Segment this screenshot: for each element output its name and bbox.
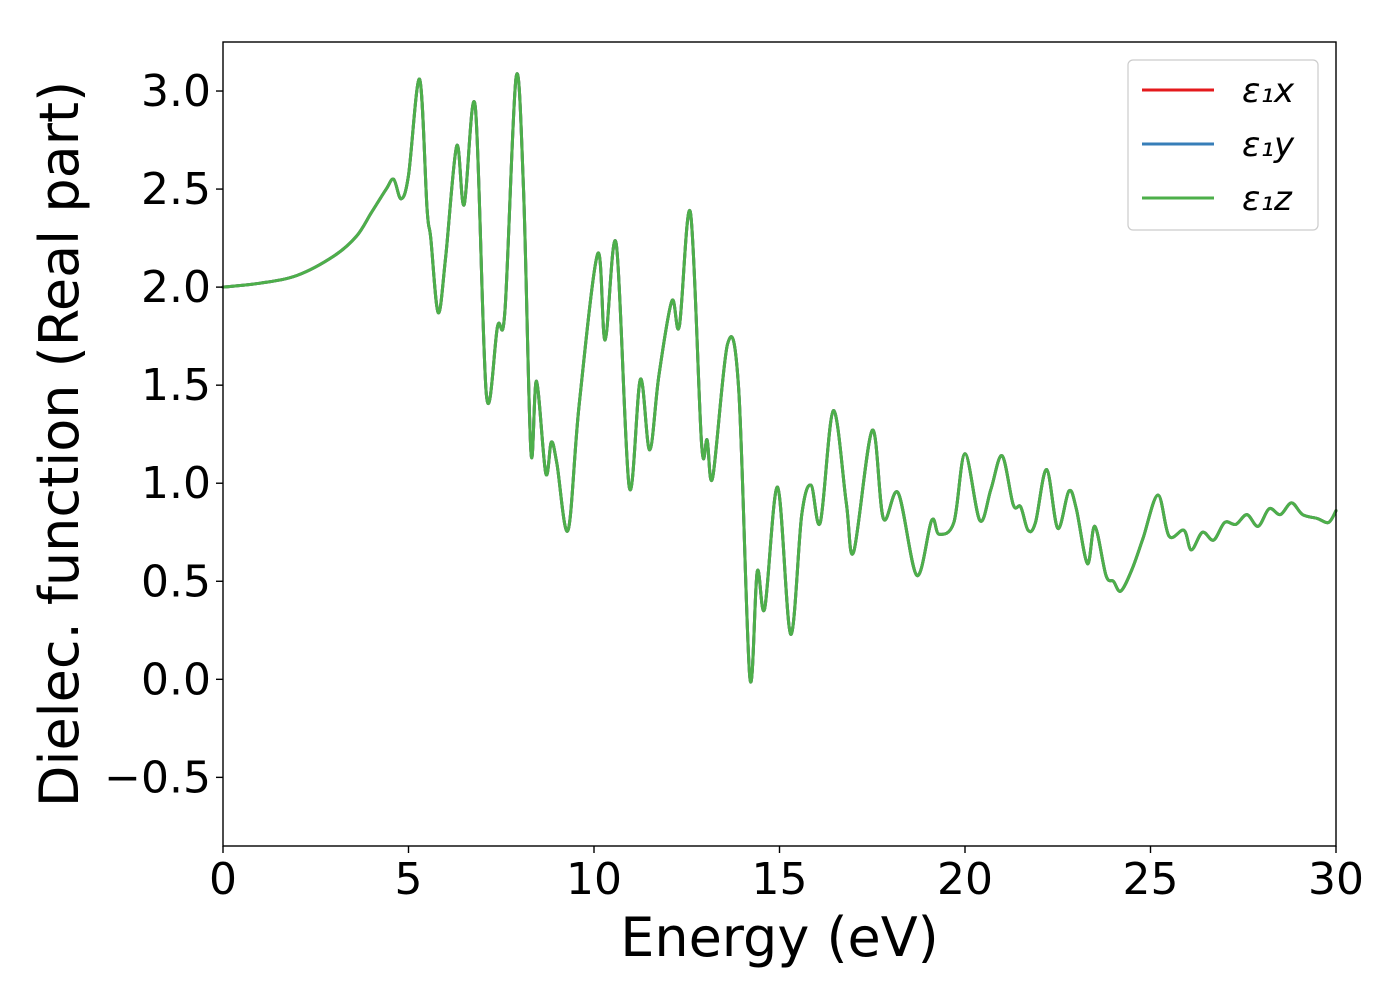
x-tick-label: 25 [1123,854,1179,905]
y-tick-label: 0.0 [141,654,211,705]
x-tick-label: 20 [937,854,993,905]
x-tick-label: 0 [209,854,237,905]
y-axis-label: Dielec. function (Real part) [28,81,91,807]
y-tick-label: 1.5 [141,360,211,411]
y-tick-label: −0.5 [104,752,211,803]
y-tick-label: 2.5 [141,164,211,215]
y-tick-label: 0.5 [141,556,211,607]
x-axis-label: Energy (eV) [620,906,939,969]
x-tick-label: 10 [566,854,622,905]
legend-label: ε₁z [1242,179,1293,219]
x-tick-label: 15 [752,854,808,905]
legend: ε₁x ε₁y ε₁z [1127,59,1319,231]
series-line-3 [221,72,1338,684]
y-axis-ticks: −0.5 0.0 0.5 1.0 1.5 2.0 2.5 3.0 [104,66,223,803]
series-layer [221,72,1338,684]
y-tick-label: 2.0 [141,262,211,313]
legend-label: ε₁x [1242,71,1295,111]
y-tick-label: 3.0 [141,66,211,117]
x-tick-label: 30 [1308,854,1364,905]
x-axis-ticks: 0 5 10 15 20 25 30 [209,846,1364,905]
legend-label: ε₁y [1242,125,1295,165]
legend-box [1127,59,1319,231]
x-tick-label: 5 [395,854,423,905]
y-tick-label: 1.0 [141,458,211,509]
